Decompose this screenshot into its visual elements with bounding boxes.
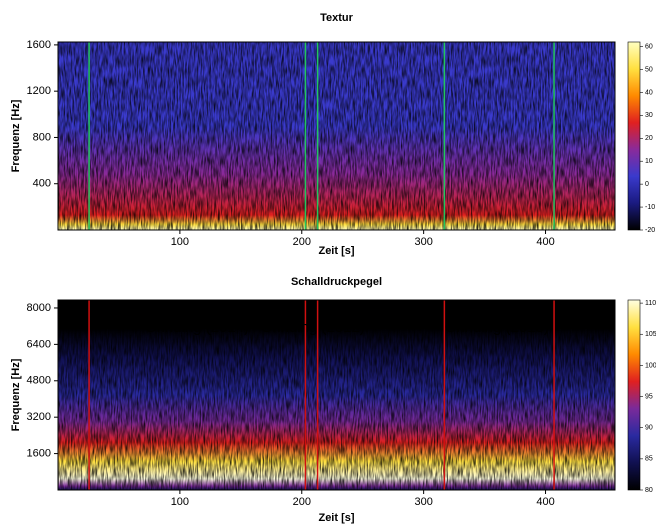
colorbar-tick-label: 10 [645, 158, 653, 165]
colorbar-tick-label: 60 [645, 43, 653, 50]
annotation: Grinding (2012) [261, 319, 365, 336]
chart-title: Textur [320, 12, 354, 24]
colorbar [627, 299, 641, 491]
x-axis-label: Zeit [s] [318, 512, 354, 524]
x-tick-label: 300 [414, 496, 432, 508]
colorbar-tick-label: 90 [645, 425, 653, 432]
y-axis-label: Frequenz [Hz] [10, 358, 22, 431]
spectrogram-texture [58, 300, 615, 490]
chart-title: Schalldruckpegel [291, 276, 382, 288]
colorbar-tick-label: 100 [645, 362, 656, 369]
plot-frame [57, 299, 616, 491]
y-tick-label: 6400 [27, 338, 51, 350]
x-tick-label: 300 [414, 236, 432, 248]
annotation: Grinding (2013) [445, 319, 549, 336]
colorbar-tick-label: -20 [645, 227, 655, 234]
spectrogram-texture [58, 42, 615, 230]
colorbar-tick-label: -10 [645, 204, 655, 211]
y-axis-label: Frequenz [Hz] [10, 99, 22, 172]
x-tick-label: 200 [293, 496, 311, 508]
x-axis-label: Zeit [s] [318, 245, 354, 257]
colorbar-tick-label: 40 [645, 89, 653, 96]
y-tick-label: 3200 [27, 411, 51, 423]
y-tick-label: 4800 [27, 375, 51, 387]
y-tick-label: 1600 [27, 447, 51, 459]
colorbar-tick-label: 110 [645, 300, 656, 307]
x-tick-label: 100 [171, 496, 189, 508]
y-tick-label: 8000 [27, 302, 51, 314]
colorbar-tick-label: 50 [645, 66, 653, 73]
colorbar-tick-label: 20 [645, 135, 653, 142]
colorbar-tick-label: 0 [645, 181, 649, 188]
y-tick-label: 800 [33, 131, 51, 143]
x-tick-label: 100 [171, 236, 189, 248]
annotation: Grinding (2014) [145, 319, 249, 336]
x-tick-label: 400 [536, 236, 554, 248]
colorbar-tick-label: 80 [645, 487, 653, 494]
colorbar-tick-label: 30 [645, 112, 653, 119]
plot-frame [57, 41, 616, 231]
y-tick-label: 1600 [27, 39, 51, 51]
x-tick-label: 200 [293, 236, 311, 248]
colorbar [627, 41, 641, 231]
colorbar-tick-label: 105 [645, 331, 656, 338]
y-tick-label: 1200 [27, 85, 51, 97]
y-tick-label: 400 [33, 178, 51, 190]
x-tick-label: 400 [536, 496, 554, 508]
colorbar-tick-label: 85 [645, 456, 653, 463]
colorbar-tick-label: 95 [645, 393, 653, 400]
